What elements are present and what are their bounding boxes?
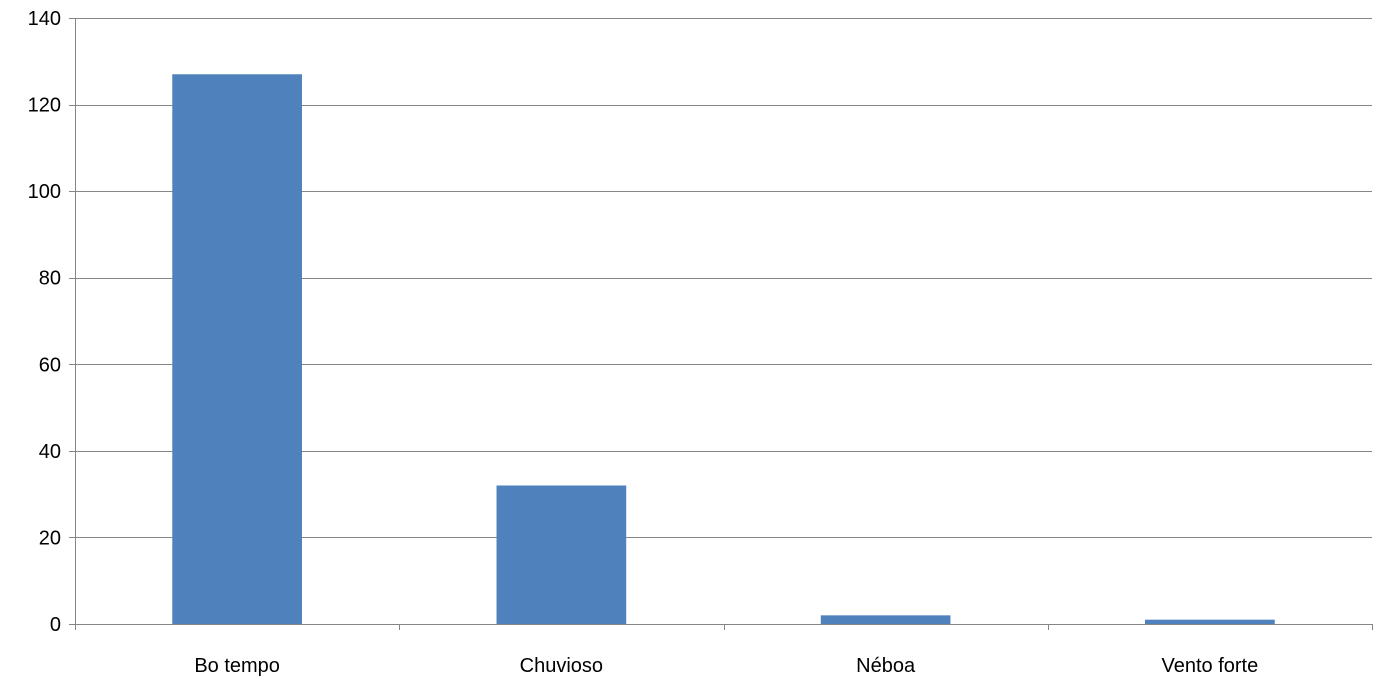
bar: [1145, 619, 1275, 624]
bar: [172, 74, 302, 625]
bar: [496, 485, 627, 624]
y-tick-label: 100: [28, 181, 61, 203]
y-tick-label: 60: [39, 354, 61, 376]
bar: [820, 615, 951, 624]
y-tick-label: 0: [50, 614, 61, 636]
x-tick-label: Bo tempo: [194, 655, 280, 677]
y-tick-label: 40: [39, 441, 61, 463]
y-tick-label: 120: [28, 95, 61, 117]
y-tick-labels: 0 20 40 60 80 100 120 140: [28, 8, 61, 636]
x-tick-label: Vento forte: [1162, 655, 1259, 677]
axes: [69, 18, 1373, 630]
x-tick-label: Chuvioso: [520, 655, 603, 677]
y-tick-label: 80: [39, 268, 61, 290]
x-tick-label: Néboa: [856, 655, 916, 677]
x-tick-labels: Bo tempo Chuvioso Néboa Vento forte: [194, 655, 1258, 677]
bars: [172, 74, 1275, 625]
y-tick-label: 140: [28, 8, 61, 30]
y-tick-label: 20: [39, 527, 61, 549]
